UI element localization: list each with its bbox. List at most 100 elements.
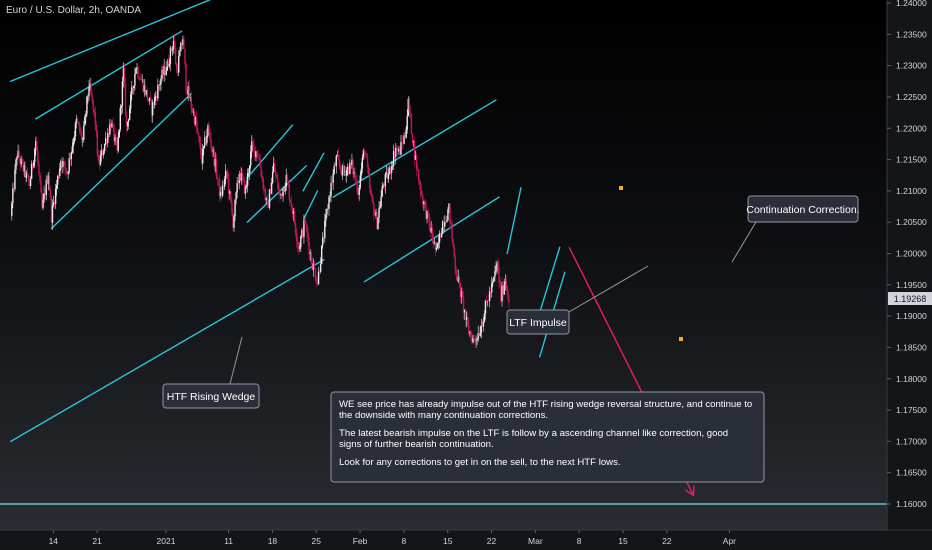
candle-body [223,178,226,187]
candle-body [298,244,300,249]
candle-body [399,149,401,155]
candle-body [236,182,238,193]
candle-body [364,152,367,156]
candle-body [239,174,241,181]
candle-body [196,127,199,133]
time-tick-label: 2021 [157,536,176,546]
candle-body [430,228,432,232]
candle-body [105,138,107,144]
candle-body [137,67,139,77]
candle-body [33,162,35,167]
candle-body [194,117,197,125]
candle-body [160,78,162,85]
candle-body [371,194,373,197]
price-scale[interactable] [887,0,932,530]
candle-body [272,163,275,172]
candle-body [198,136,201,144]
candle-body [482,321,485,327]
candle-body [499,282,501,285]
candle-body [415,155,418,170]
candle-body [278,188,280,191]
candle-body [28,180,31,186]
candle-body [425,203,427,219]
analysis-text: WE see price has already impulse out of … [339,399,752,468]
candle-body [218,178,221,197]
candle-body [130,94,132,109]
candle-body [296,240,299,245]
candle-body [123,67,126,85]
candle-body [313,263,316,270]
htf-wedge-callout-box [162,383,260,409]
htf-wedge-callout-pointer [229,336,243,385]
candle-body [76,118,79,123]
candle-body [116,141,118,151]
candle-body [97,155,100,161]
candle-body [367,167,370,175]
price-tick-label: 1.23500 [896,29,927,39]
candle-body [259,159,261,168]
candle-body [438,233,441,243]
candle-body [181,42,183,45]
candle-body [411,133,414,143]
candle-body [277,178,279,189]
candle-body [435,247,438,250]
candle-body [142,79,144,92]
candle-body [204,137,206,146]
candle-body [445,221,447,223]
candle-body [19,158,21,165]
candle-body [328,197,330,209]
candle-body [220,191,223,196]
price-scale-labels: 1.24000 1.23500 1.23000 1.22500 1.22000 1.215… [887,0,927,509]
candle-body [317,271,320,284]
price-tick-label: 1.22500 [896,92,927,102]
candle-body [503,285,505,295]
candle-body [474,339,476,341]
candle-body [350,162,352,166]
candle-body [464,309,467,320]
candle-body [429,222,431,232]
chart-title: Euro / U.S. Dollar, 2h, OANDA [6,5,141,16]
candle-body [244,186,247,194]
candle-body [459,282,462,298]
candle-body [293,211,296,224]
time-tick-label: 14 [49,536,59,546]
candle-body [70,152,72,160]
candle-body [16,156,18,160]
candle-body [164,66,166,75]
trendline-wedge-lower [50,93,192,230]
candle-body [426,210,428,219]
candle-body [492,281,494,284]
analysis-box [330,391,765,483]
candle-body [388,168,391,174]
candle-body [473,337,475,340]
candle-body [318,271,321,273]
candle-body [47,175,50,185]
candle-body [448,203,450,210]
ltf-impulse-callout-pointer [568,265,649,313]
ltf-impulse-callout-label: LTF Impulse [509,317,567,329]
candle-body [485,300,488,302]
candle-body [30,163,33,179]
trendline-htf-lower [10,259,325,443]
trendline-htf-upper [10,0,212,82]
price-tick-label: 1.24000 [896,0,927,8]
candle-body [187,86,189,95]
candles [11,33,510,348]
time-scale[interactable] [0,530,932,550]
candle-body [507,292,509,300]
candle-body [59,168,61,177]
candle-body [390,166,393,174]
candle-body [183,39,185,50]
candle-body [150,100,153,116]
candle-body [45,179,47,196]
candle-body [303,220,305,237]
candle-body [245,185,248,187]
candle-body [418,169,420,181]
candle-body [471,335,473,343]
candle-body [26,172,29,175]
candle-body [395,147,397,157]
candle-body [264,189,267,201]
candle-body [502,285,504,295]
htf-wedge-callout-label: HTF Rising Wedge [167,391,256,403]
